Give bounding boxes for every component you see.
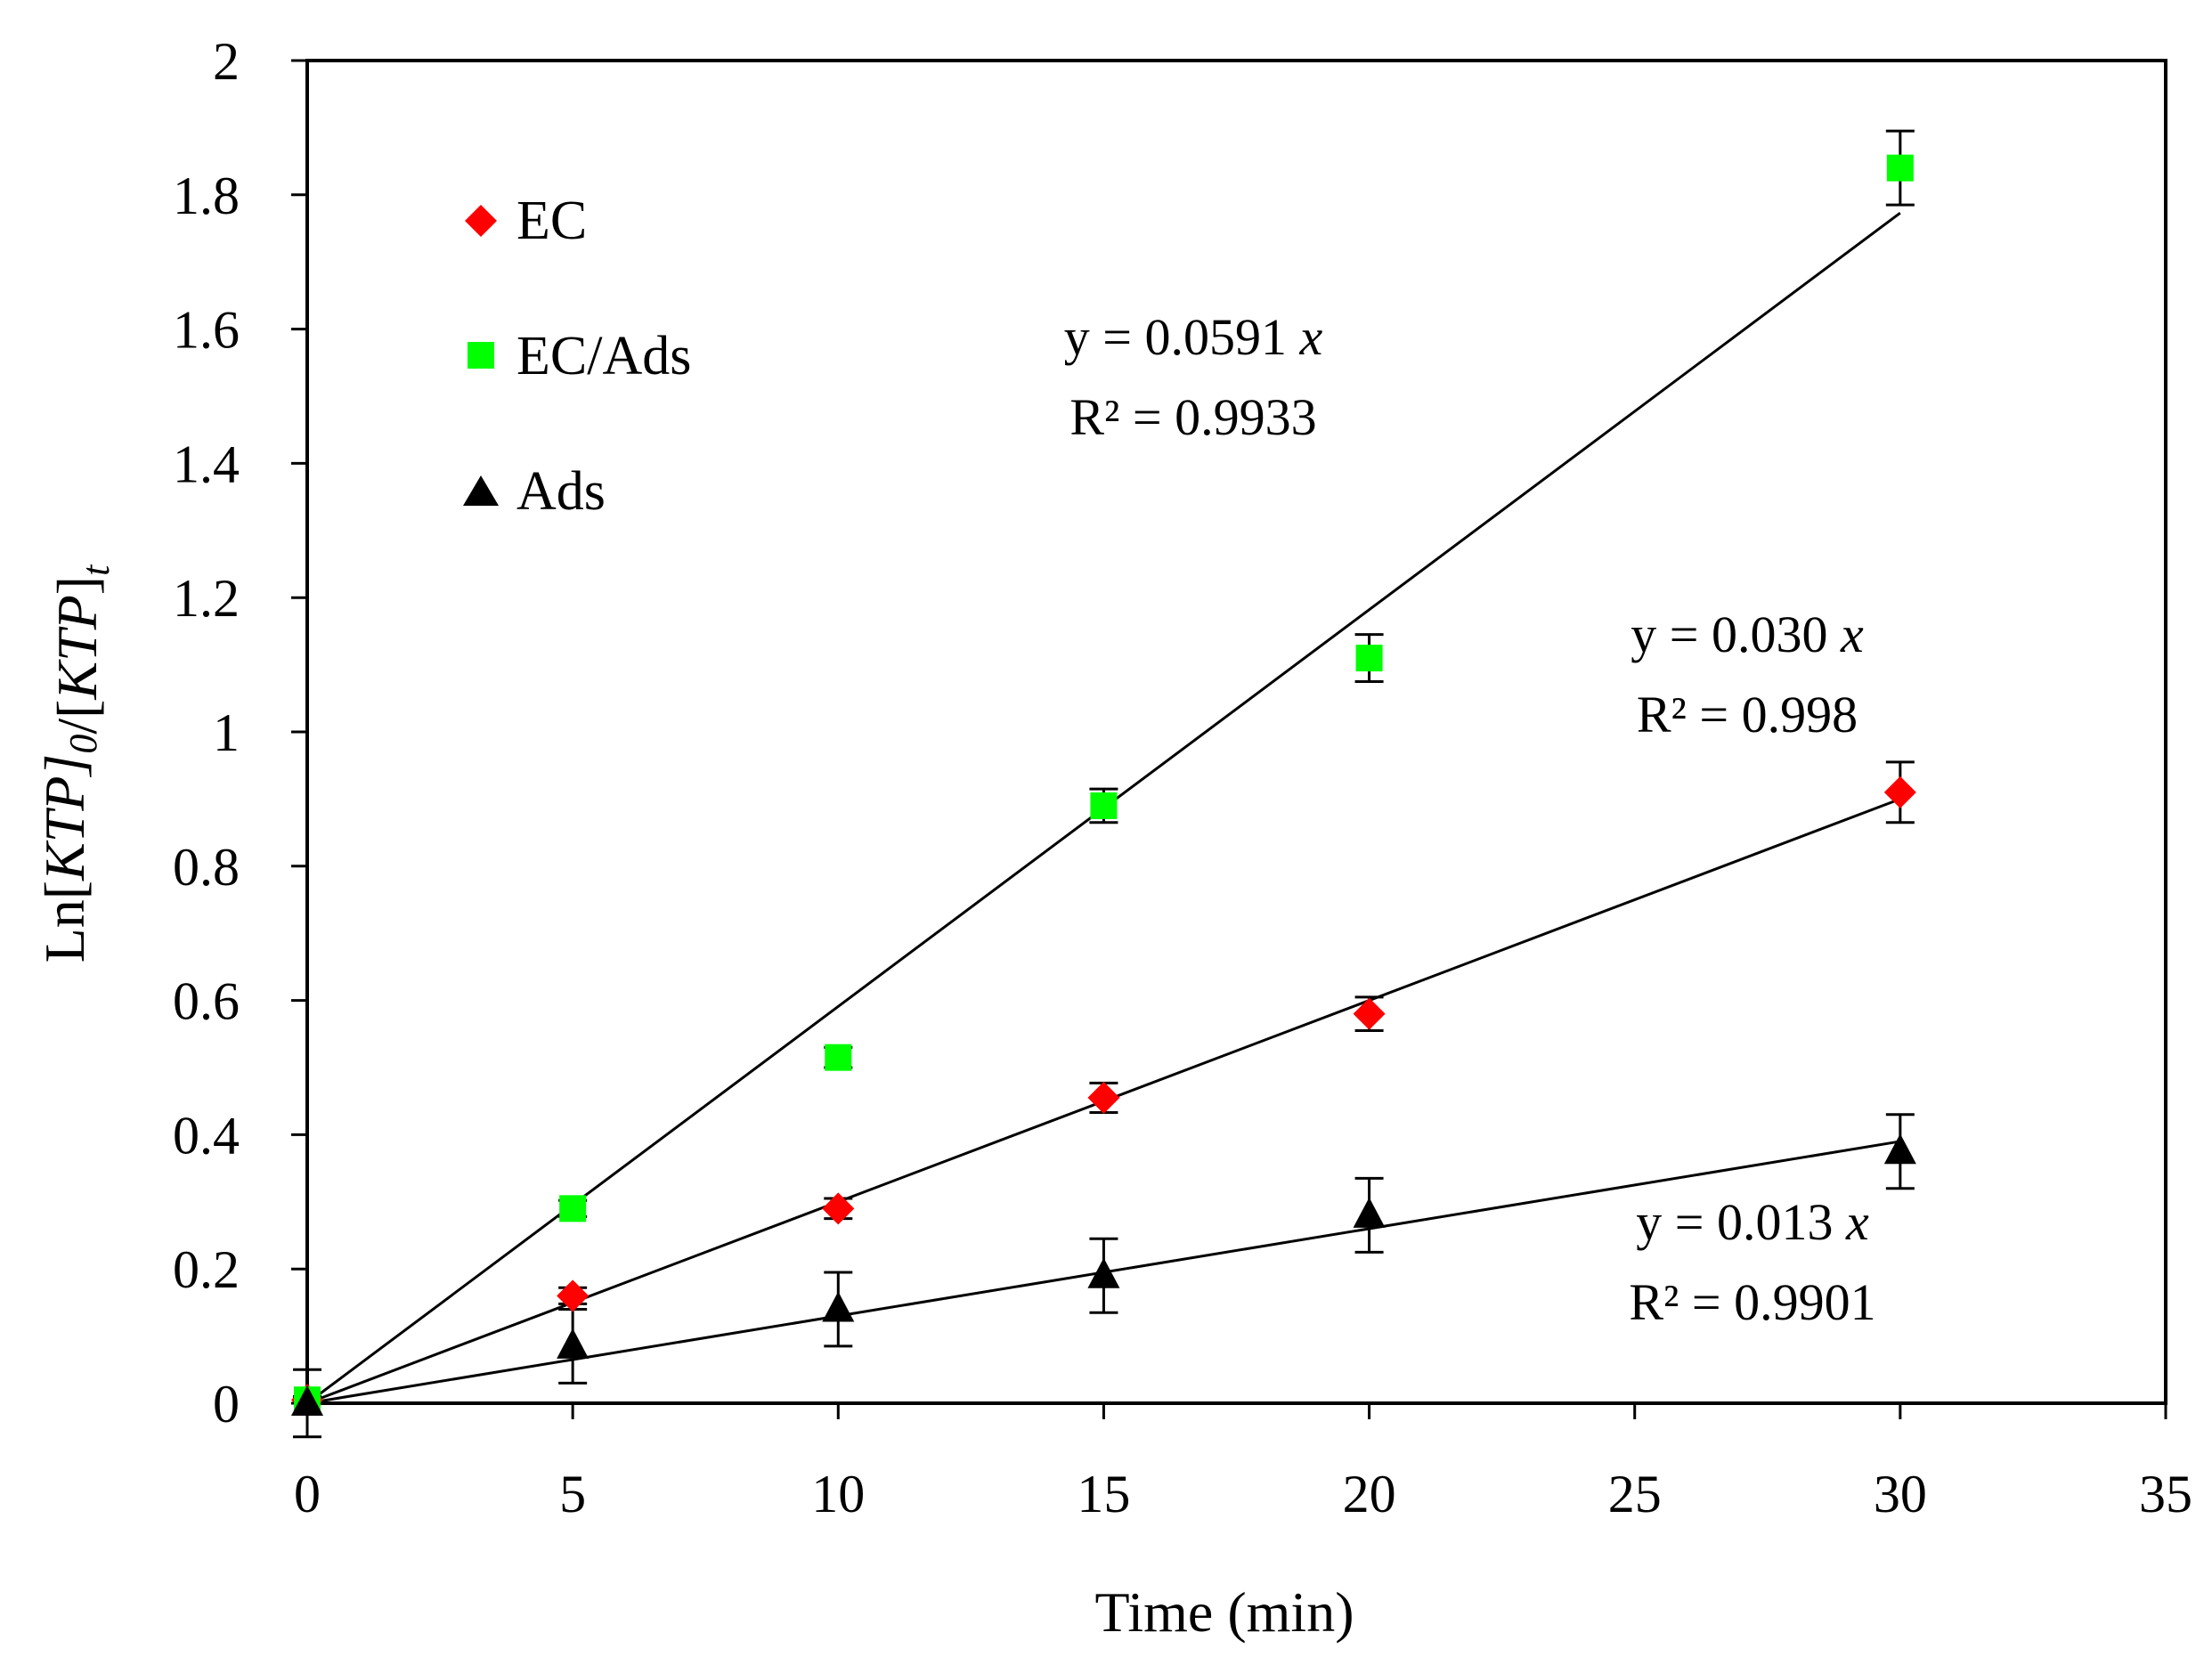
- y-tick-label: 1.4: [173, 435, 240, 493]
- y-tick-label: 0.6: [173, 972, 240, 1031]
- fit-annotations: y = 0.0591 x R² = 0.9933 y = 0.030 x R² …: [1064, 308, 1876, 1331]
- x-tick-label: 20: [1343, 1465, 1396, 1523]
- x-tick-label: 35: [2139, 1465, 2192, 1523]
- x-tick-label: 5: [559, 1465, 586, 1523]
- x-tick-label: 30: [1874, 1465, 1927, 1523]
- x-axis-title: Time (min): [1095, 1580, 1354, 1644]
- x-axis-ticks: 0 5 10 15 20 25 30 35: [294, 1403, 2192, 1523]
- legend-label-ec: EC: [516, 191, 587, 251]
- y-tick-label: 1.6: [173, 301, 240, 360]
- annotation-equation-ec: y = 0.030 x: [1631, 605, 1864, 663]
- point-ec-ads: [1886, 154, 1914, 182]
- annotation-r2-ec-ads: R² = 0.9933: [1069, 388, 1316, 446]
- legend: EC EC/Ads Ads: [463, 191, 691, 522]
- data-points: [291, 154, 1916, 1417]
- annotation-r2-ads: R² = 0.9901: [1629, 1273, 1875, 1331]
- x-tick-label: 15: [1077, 1465, 1130, 1523]
- point-ec: [1353, 997, 1386, 1030]
- point-ads: [1087, 1257, 1120, 1288]
- y-tick-label: 0.2: [173, 1240, 240, 1299]
- point-ec-ads: [825, 1044, 852, 1071]
- annotation-equation-ec-ads: y = 0.0591 x: [1064, 308, 1323, 366]
- y-tick-label: 2: [213, 32, 240, 91]
- point-ec: [1883, 776, 1916, 808]
- point-ads: [291, 1385, 323, 1416]
- y-tick-label: 0.4: [173, 1106, 240, 1165]
- point-ec: [1087, 1081, 1120, 1114]
- point-ec-ads: [1090, 792, 1118, 819]
- point-ads: [1353, 1197, 1386, 1228]
- y-axis-title: Ln[KTP]0/[KTP]t: [33, 564, 118, 962]
- y-tick-label: 1.8: [173, 166, 240, 225]
- point-ads: [557, 1328, 590, 1359]
- x-tick-label: 25: [1608, 1465, 1662, 1523]
- legend-marker-ec-ads: [468, 342, 494, 369]
- point-ec-ads: [1355, 645, 1383, 672]
- y-axis-ticks: 0 0.2 0.4 0.6 0.8 1 1.2 1.4 1.6 1.8 2: [173, 32, 307, 1434]
- y-tick-label: 0.8: [173, 838, 240, 897]
- point-ec: [557, 1279, 590, 1312]
- annotation-r2-ec: R² = 0.998: [1637, 686, 1858, 743]
- point-ads: [1883, 1133, 1916, 1165]
- y-tick-label: 0: [213, 1375, 240, 1434]
- legend-marker-ec: [465, 205, 497, 237]
- point-ads: [822, 1291, 855, 1322]
- legend-marker-ads: [463, 475, 499, 506]
- x-tick-label: 0: [294, 1465, 321, 1523]
- legend-label-ec-ads: EC/Ads: [516, 326, 691, 386]
- y-tick-label: 1.2: [173, 569, 240, 628]
- y-tick-label: 1: [213, 703, 240, 762]
- annotation-equation-ads: y = 0.013 x: [1636, 1193, 1869, 1251]
- point-ec-ads: [559, 1195, 587, 1222]
- legend-label-ads: Ads: [516, 461, 606, 522]
- point-ec: [822, 1192, 855, 1225]
- x-tick-label: 10: [811, 1465, 865, 1523]
